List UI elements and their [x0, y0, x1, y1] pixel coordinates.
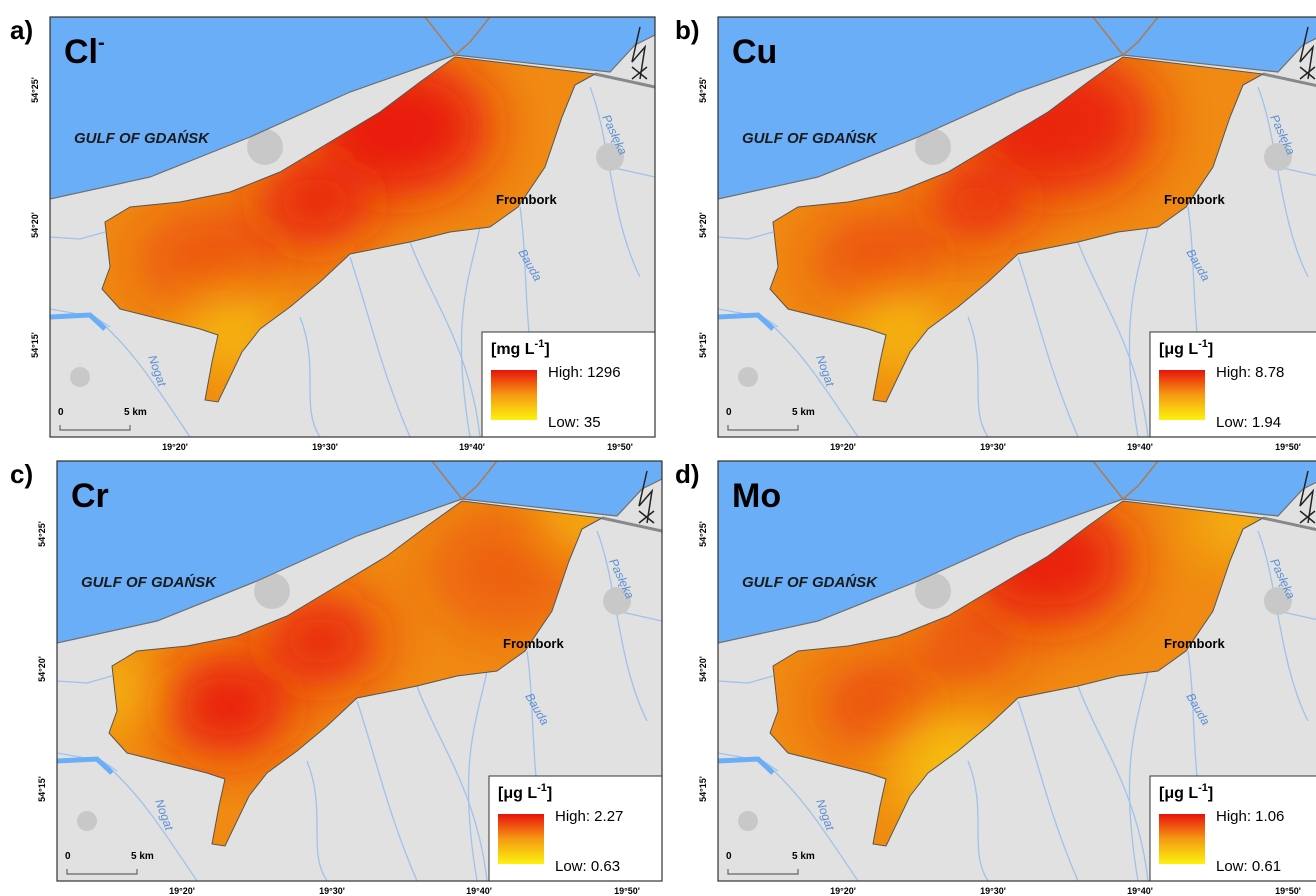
town-label: Frombork [1164, 192, 1225, 207]
legend-ramp [498, 814, 544, 864]
scale-distance: 5 km [792, 407, 815, 418]
town-label: Frombork [503, 636, 564, 651]
longitude-label: 19°30' [980, 442, 1006, 452]
longitude-label: 19°50' [614, 886, 640, 896]
unit-before: [μg L [498, 785, 537, 802]
latitude-label: 54°25' [698, 77, 708, 103]
longitude-label: 19°20' [162, 442, 188, 452]
unit-sup: -1 [535, 338, 545, 350]
scale-zero: 0 [726, 851, 732, 862]
urban-area [70, 367, 90, 387]
latitude-label: 54°15' [37, 776, 47, 802]
longitude-label: 19°40' [1127, 442, 1153, 452]
longitude-label: 19°20' [830, 442, 856, 452]
latitude-label: 54°20' [698, 656, 708, 682]
longitude-label: 19°30' [319, 886, 345, 896]
map-panel: Cl-GULF OF GDAŃSKFromborkPasłękaBaudaNog… [30, 17, 662, 452]
urban-area [738, 367, 758, 387]
sea-label: GULF OF GDAŃSK [742, 129, 878, 147]
longitude-label: 19°40' [459, 442, 485, 452]
element-base: Cr [71, 477, 109, 515]
latitude-label: 54°15' [698, 776, 708, 802]
longitude-label: 19°30' [312, 442, 338, 452]
legend: [μg L-1]High: 1.06 Low: 0.61 [1150, 776, 1316, 886]
unit-sup: -1 [1198, 338, 1208, 350]
sea-label: GULF OF GDAŃSK [742, 573, 878, 591]
latitude-label: 54°25' [37, 521, 47, 547]
latitude-label: 54°15' [30, 332, 40, 358]
longitude-label: 19°20' [830, 886, 856, 896]
latitude-label: 54°25' [698, 521, 708, 547]
hotspot [162, 656, 292, 756]
unit-after: ] [544, 341, 549, 358]
legend-low: Low: 35 [548, 414, 601, 431]
unit-after: ] [1208, 785, 1213, 802]
longitude-label: 19°20' [169, 886, 195, 896]
legend-ramp [491, 370, 537, 420]
scale-zero: 0 [58, 407, 64, 418]
element-base: Mo [732, 477, 781, 515]
latitude-label: 54°20' [698, 212, 708, 238]
unit-before: [μg L [1159, 785, 1198, 802]
element-name: Mo [732, 477, 781, 515]
legend-high: High: 1.06 [1216, 808, 1284, 825]
legend-high: High: 1296 [548, 364, 621, 381]
legend-high: High: 2.27 [555, 808, 623, 825]
page: a)Cl-GULF OF GDAŃSKFromborkPasłękaBaudaN… [0, 0, 1316, 896]
unit-after: ] [547, 785, 552, 802]
element-base: Cl [64, 33, 98, 71]
panel-label: b) [675, 15, 700, 45]
scale-distance: 5 km [124, 407, 147, 418]
element-sup: - [98, 32, 105, 54]
unit-sup: -1 [537, 782, 547, 794]
legend: [μg L-1]High: 8.78 Low: 1.94 [1150, 332, 1316, 442]
longitude-label: 19°50' [1275, 886, 1301, 896]
latitude-label: 54°15' [698, 332, 708, 358]
panel-label: d) [675, 459, 700, 489]
town-label: Frombork [496, 192, 557, 207]
sea-label: GULF OF GDAŃSK [74, 129, 210, 147]
scale-zero: 0 [726, 407, 732, 418]
map: Cl-GULF OF GDAŃSKFromborkPasłękaBaudaNog… [50, 17, 662, 442]
panel-label: a) [10, 15, 33, 45]
unit-sup: -1 [1198, 782, 1208, 794]
legend-low: Low: 0.61 [1216, 858, 1281, 875]
urban-area [77, 811, 97, 831]
legend-ramp [1159, 814, 1205, 864]
longitude-label: 19°40' [466, 886, 492, 896]
longitude-label: 19°50' [1275, 442, 1301, 452]
unit-after: ] [1208, 341, 1213, 358]
unit-before: [mg L [491, 341, 535, 358]
element-name: Cu [732, 33, 777, 71]
legend-low: Low: 1.94 [1216, 414, 1281, 431]
map-panel: MoGULF OF GDAŃSKFromborkPasłękaBaudaNoga… [698, 461, 1316, 896]
longitude-label: 19°40' [1127, 886, 1153, 896]
legend: [μg L-1]High: 2.27 Low: 0.63 [489, 776, 669, 886]
scale-zero: 0 [65, 851, 71, 862]
map: CuGULF OF GDAŃSKFromborkPasłękaBaudaNoga… [718, 17, 1316, 442]
unit-before: [μg L [1159, 341, 1198, 358]
element-name: Cr [71, 477, 109, 515]
urban-area [738, 811, 758, 831]
panel-label: c) [10, 459, 33, 489]
scale-distance: 5 km [131, 851, 154, 862]
longitude-label: 19°50' [607, 442, 633, 452]
longitude-label: 19°30' [980, 886, 1006, 896]
sea-label: GULF OF GDAŃSK [81, 573, 217, 591]
latitude-label: 54°20' [37, 656, 47, 682]
latitude-label: 54°20' [30, 212, 40, 238]
legend-high: High: 8.78 [1216, 364, 1284, 381]
element-base: Cu [732, 33, 777, 71]
figure: a)Cl-GULF OF GDAŃSKFromborkPasłękaBaudaN… [0, 0, 1316, 896]
legend-low: Low: 0.63 [555, 858, 620, 875]
latitude-label: 54°25' [30, 77, 40, 103]
town-label: Frombork [1164, 636, 1225, 651]
legend: [mg L-1] High: 1296 Low: 35 [482, 332, 662, 442]
scale-distance: 5 km [792, 851, 815, 862]
legend-ramp [1159, 370, 1205, 420]
